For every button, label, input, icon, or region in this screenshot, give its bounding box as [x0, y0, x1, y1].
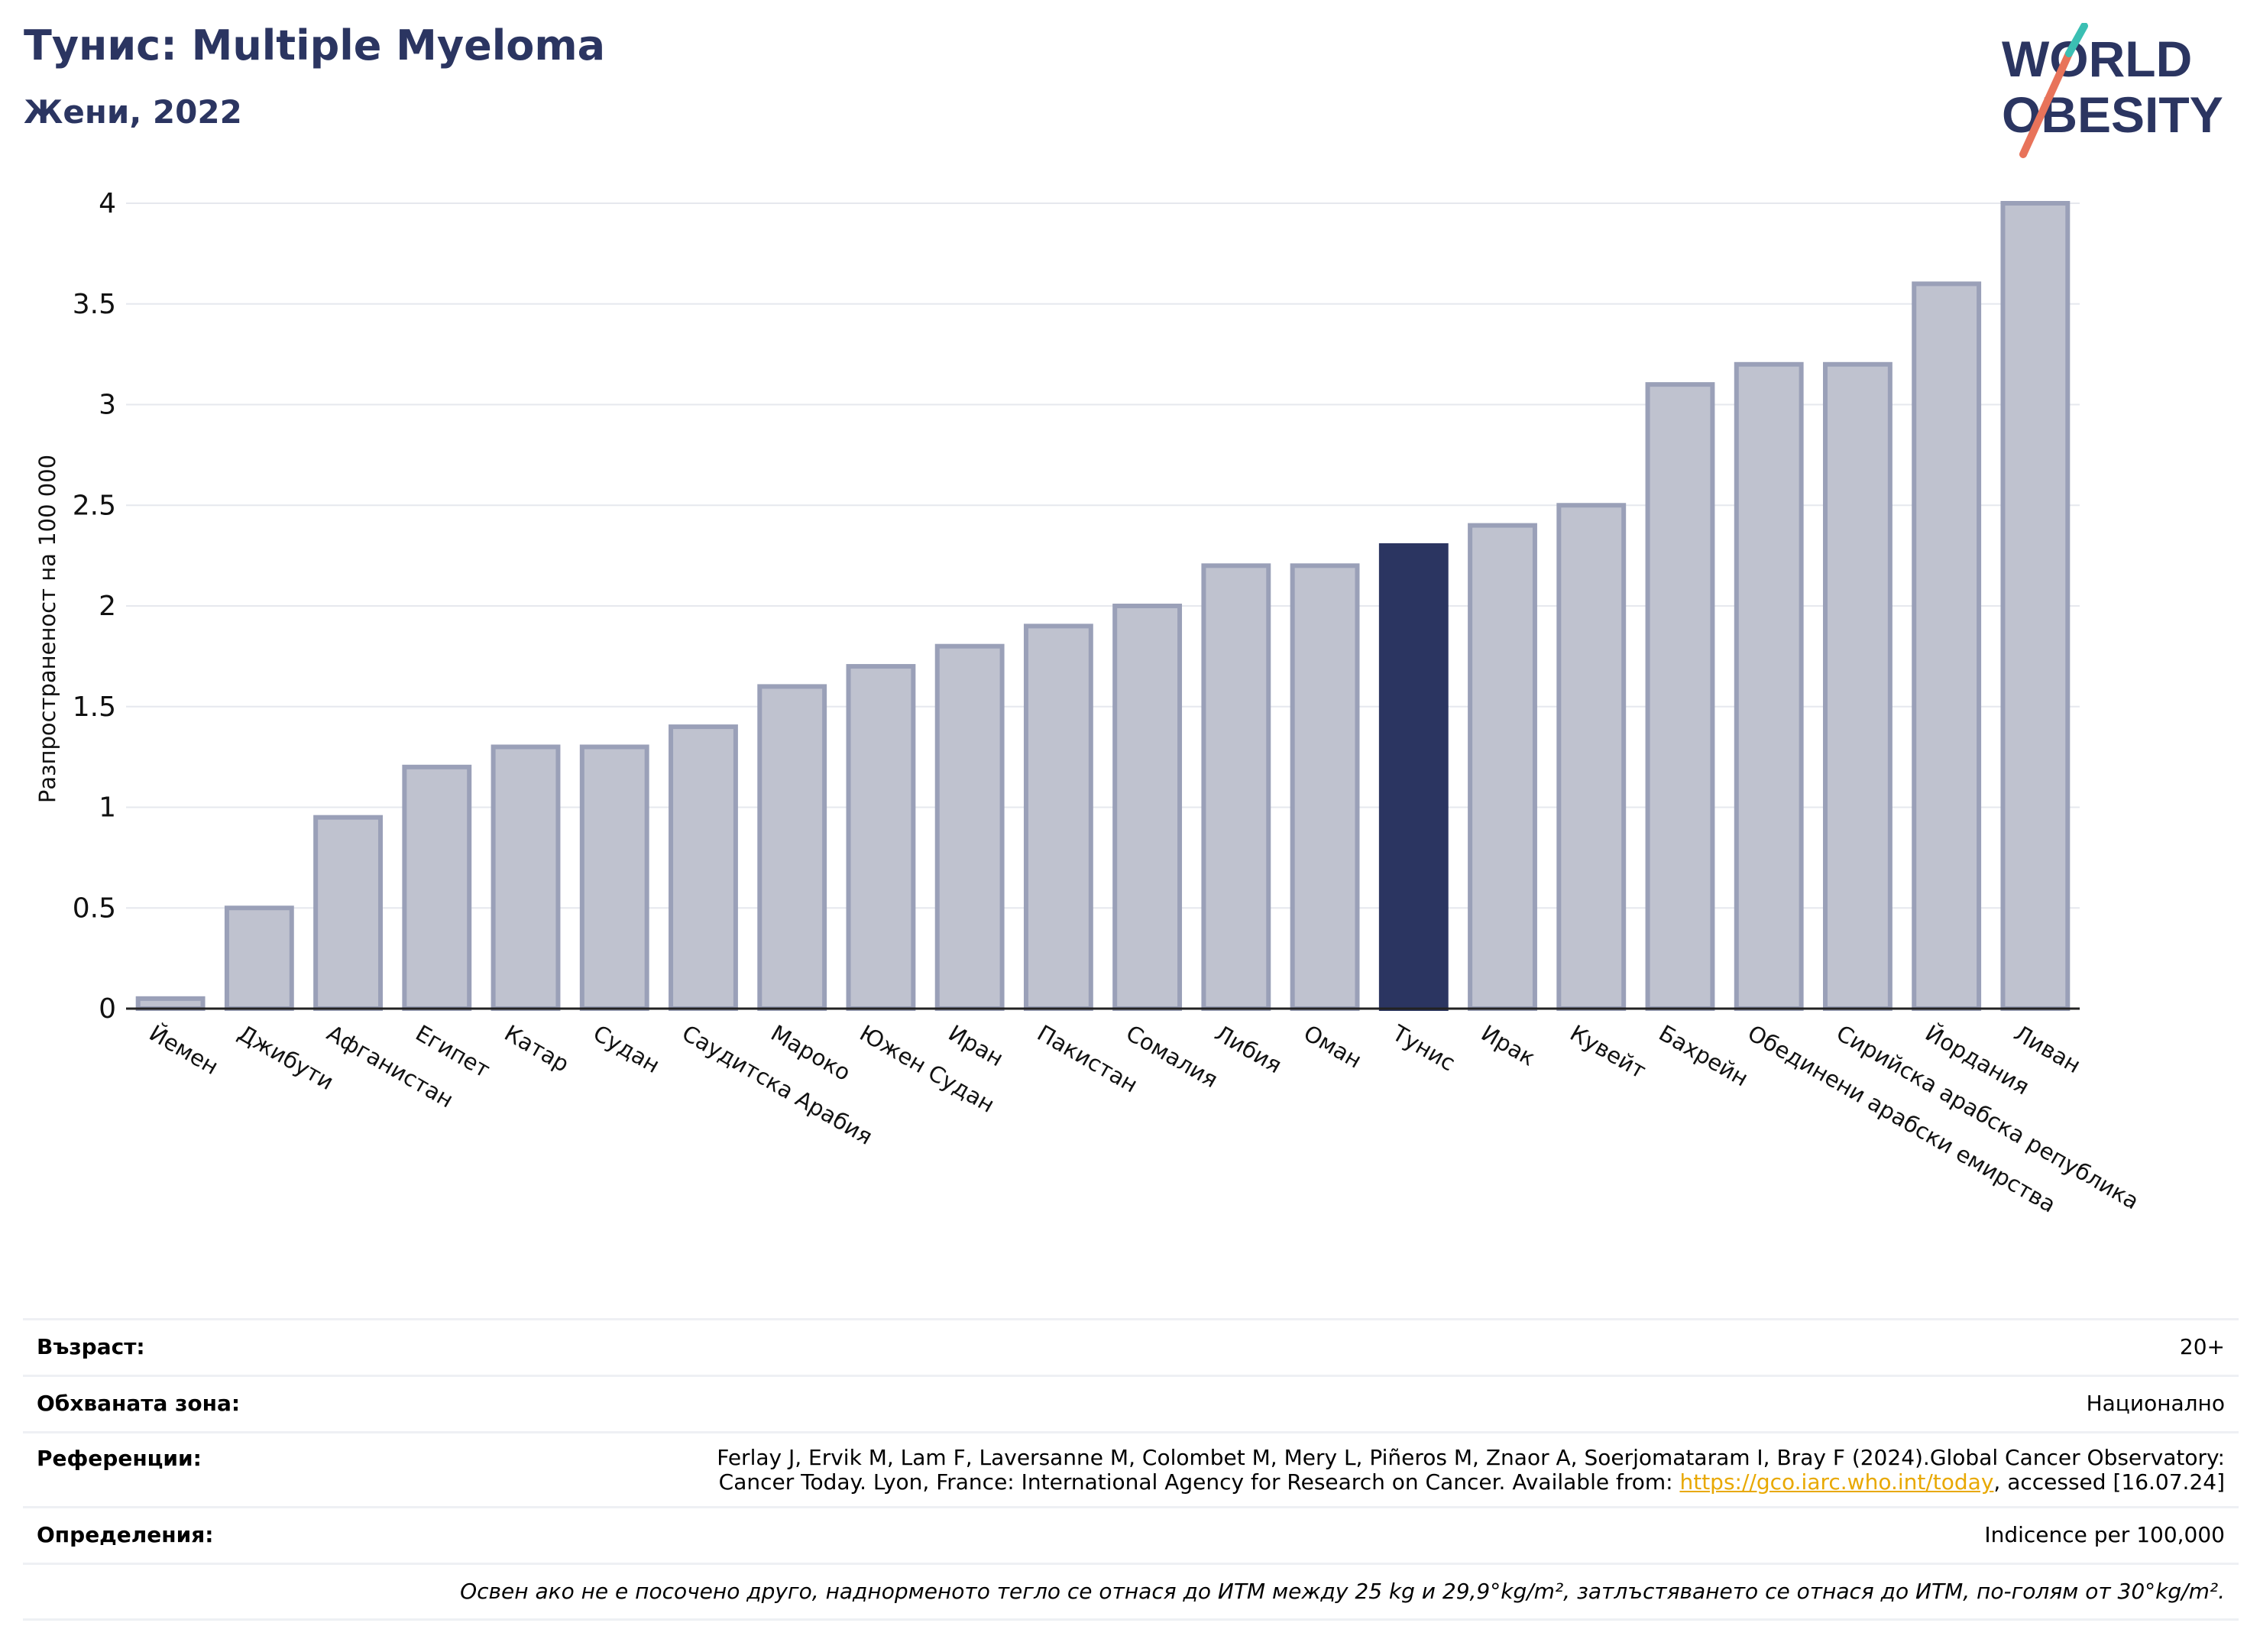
info-row-age: Възраст: 20+ [23, 1318, 2239, 1375]
bar [1823, 361, 1893, 1011]
bar [579, 744, 649, 1011]
references-line1: Ferlay J, Ervik M, Lam F, Laversanne M, … [717, 1445, 2225, 1470]
definitions-value: Indicence per 100,000 [1984, 1522, 2225, 1547]
y-axis-ticks: 0 0.5 1 1.5 2 2.5 3 3.5 4 [73, 188, 116, 1025]
x-tick-label: Катар [500, 1020, 574, 1077]
info-row-references: Референции: Ferlay J, Ervik M, Lam F, La… [23, 1431, 2239, 1506]
info-row-definitions: Определения: Indicence per 100,000 [23, 1506, 2239, 1563]
bar [934, 643, 1005, 1011]
area-value: Национално [2086, 1391, 2225, 1416]
info-table: Възраст: 20+ Обхваната зона: Национално … [23, 1318, 2239, 1621]
y-tick-label: 2 [99, 591, 116, 622]
x-tick-label: Ирак [1477, 1020, 1540, 1071]
x-tick-label: Пакистан [1033, 1020, 1142, 1098]
age-label: Възраст: [37, 1334, 145, 1359]
y-tick-label: 1.5 [73, 692, 116, 723]
references-line2-pre: Cancer Today. Lyon, France: Internationa… [718, 1469, 1680, 1495]
bar [1734, 361, 1804, 1011]
info-row-area: Обхваната зона: Национално [23, 1375, 2239, 1431]
y-tick-label: 0 [99, 993, 116, 1025]
bar [135, 996, 206, 1011]
bar [402, 764, 472, 1011]
world-obesity-logo: WORLD OBESITY [2002, 23, 2223, 158]
bar [491, 744, 561, 1011]
bar [1023, 624, 1093, 1011]
age-value: 20+ [2179, 1334, 2225, 1359]
bar [1378, 543, 1449, 1011]
y-tick-label: 3 [99, 390, 116, 421]
page-subtitle: Жени, 2022 [24, 93, 242, 131]
y-tick-label: 2.5 [73, 490, 116, 521]
bar [1468, 523, 1537, 1011]
bars [135, 201, 2071, 1012]
bar [1201, 563, 1271, 1011]
references-label: Референции: [37, 1446, 202, 1471]
bar [1645, 382, 1715, 1011]
bar [1290, 563, 1360, 1011]
references-line2: Cancer Today. Lyon, France: Internationa… [468, 1470, 2225, 1495]
x-tick-label: Джибути [234, 1020, 338, 1096]
x-tick-label: Оман [1300, 1020, 1367, 1074]
references-line2-post: , accessed [16.07.24] [1993, 1469, 2225, 1495]
bar [224, 905, 294, 1011]
logo-slash-teal [2065, 23, 2088, 57]
y-tick-label: 1 [99, 792, 116, 824]
definitions-label: Определения: [37, 1522, 214, 1547]
references-value: Ferlay J, Ervik M, Lam F, Laversanne M, … [468, 1446, 2225, 1495]
bar-chart: 00.511.522.533.54 Йемен ДжибутиАфганистан… [34, 188, 2144, 1218]
note-text: Освен ако не е посочено друго, наднормен… [460, 1579, 2225, 1604]
y-tick-label: 4 [99, 188, 116, 219]
logo-slash-red [2019, 50, 2073, 158]
bar [669, 724, 738, 1011]
bar [2000, 201, 2071, 1011]
bar [757, 684, 827, 1012]
y-axis-label: Разпространеност на 100 000 [34, 455, 60, 803]
bar [1912, 281, 1982, 1011]
page-title: Тунис: Multiple Myeloma [24, 21, 606, 70]
bar [1556, 503, 1627, 1011]
x-tick-label: Бахрейн [1654, 1020, 1753, 1092]
x-tick-label: Судан [589, 1020, 665, 1079]
x-tick-label: Иран [944, 1020, 1009, 1072]
area-label: Обхваната зона: [37, 1391, 241, 1416]
bar [846, 664, 916, 1011]
x-tick-label: Йемен [145, 1020, 223, 1080]
bar [313, 815, 383, 1012]
x-tick-label: Тунис [1387, 1019, 1460, 1076]
y-tick-label: 0.5 [73, 892, 116, 924]
bar [1112, 604, 1183, 1011]
logo-line1: WORLD [2002, 31, 2192, 87]
y-tick-label: 3.5 [73, 289, 116, 320]
x-tick-label: Кувейт [1565, 1020, 1650, 1084]
info-row-note: Освен ако не е посочено друго, наднормен… [23, 1563, 2239, 1621]
references-link[interactable]: https://gco.iarc.who.int/today [1679, 1469, 1994, 1495]
